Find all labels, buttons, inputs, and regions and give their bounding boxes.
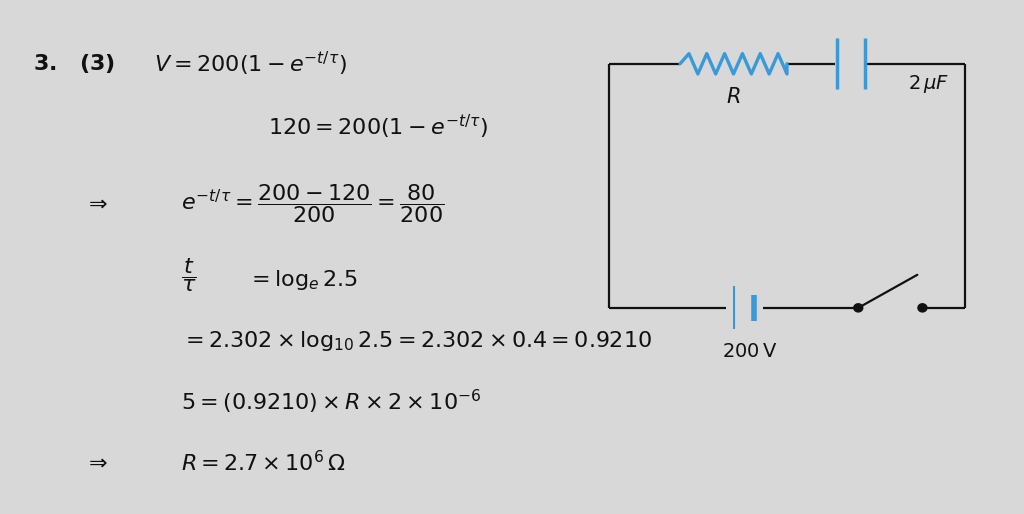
- Text: $R$: $R$: [726, 87, 740, 107]
- Text: $5 = (0.9210) \times R \times 2 \times 10^{-6}$: $5 = (0.9210) \times R \times 2 \times 1…: [181, 388, 481, 416]
- Text: $\dfrac{t}{\tau}$: $\dfrac{t}{\tau}$: [181, 256, 197, 294]
- Text: $120 = 200(1 - e^{-t/\tau})$: $120 = 200(1 - e^{-t/\tau})$: [267, 113, 487, 141]
- Text: $\Rightarrow$: $\Rightarrow$: [84, 453, 109, 473]
- Text: $e^{-t/\tau} = \dfrac{200-120}{200} = \dfrac{80}{200}$: $e^{-t/\tau} = \dfrac{200-120}{200} = \d…: [181, 182, 444, 225]
- Text: $R = 2.7 \times 10^6\,\Omega$: $R = 2.7 \times 10^6\,\Omega$: [181, 450, 345, 475]
- Text: $V = 200(1 - e^{-t/\tau})$: $V = 200(1 - e^{-t/\tau})$: [154, 50, 346, 78]
- Text: $2\,\mu F$: $2\,\mu F$: [908, 73, 949, 95]
- Polygon shape: [854, 304, 863, 312]
- Polygon shape: [918, 304, 927, 312]
- Text: $\mathbf{3.}$: $\mathbf{3.}$: [34, 54, 57, 74]
- Text: $\Rightarrow$: $\Rightarrow$: [84, 194, 109, 214]
- Text: $= \log_e 2.5$: $= \log_e 2.5$: [247, 268, 358, 292]
- Text: $200\,\mathrm{V}$: $200\,\mathrm{V}$: [722, 342, 777, 360]
- Text: $= 2.302 \times \log_{10}2.5 = 2.302 \times 0.4 = 0.9210$: $= 2.302 \times \log_{10}2.5 = 2.302 \ti…: [181, 329, 652, 353]
- Text: $\mathbf{(3)}$: $\mathbf{(3)}$: [79, 52, 115, 75]
